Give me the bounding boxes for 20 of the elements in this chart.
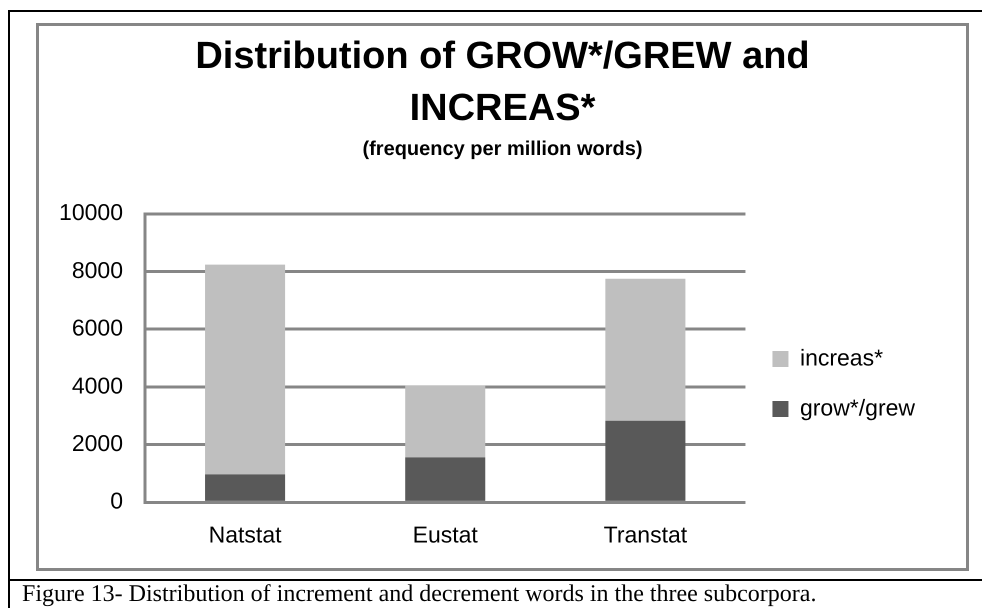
y-tick-label: 0 — [110, 488, 123, 514]
bar — [205, 264, 286, 474]
legend-label: grow*/grew — [800, 394, 916, 420]
x-tick-label: Eustat — [412, 522, 478, 548]
caption: Figure 13- Distribution of increment and decrement words in the three subcorpora. — [22, 581, 816, 607]
bar — [405, 457, 486, 501]
bar — [605, 420, 686, 501]
bar — [605, 278, 686, 421]
x-tick-label: Transtat — [604, 522, 688, 548]
bar — [405, 386, 486, 458]
bar — [205, 474, 286, 501]
y-tick-label: 8000 — [72, 256, 123, 283]
y-tick-label: 4000 — [72, 372, 123, 398]
y-tick-label: 6000 — [72, 314, 123, 341]
y-tick-label: 2000 — [72, 430, 123, 456]
legend-label: increas* — [800, 344, 884, 370]
chart-subtitle: (frequency per million words) — [361, 137, 644, 161]
y-tick-label: 10000 — [59, 199, 123, 226]
x-tick-label: Natstat — [208, 522, 282, 548]
chart-title: Distribution of GROW*/GREW and INCREAS* — [194, 34, 811, 131]
